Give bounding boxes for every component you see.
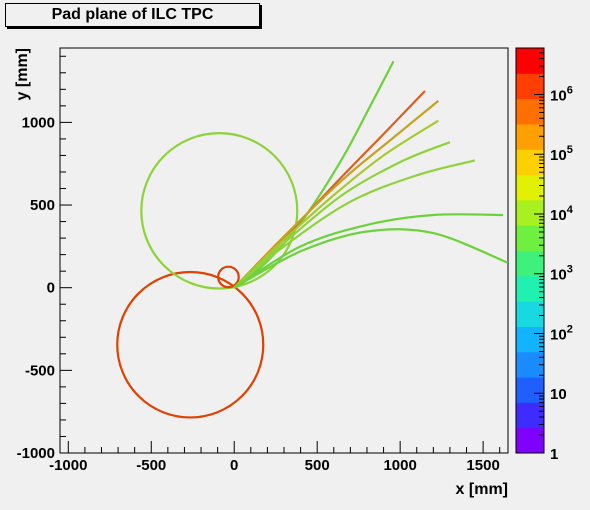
- track-circle-0: [116, 270, 265, 419]
- y-axis-label: y [mm]: [14, 48, 31, 100]
- palette-tick-label: 10: [550, 386, 567, 403]
- chart-title-box: Pad plane of ILC TPC: [5, 3, 260, 27]
- palette-tick-label: 106: [550, 84, 573, 104]
- track-curve-7: [233, 141, 451, 289]
- palette-band: [516, 98, 544, 125]
- x-tick-label: 0: [230, 457, 238, 474]
- palette-band: [516, 250, 544, 277]
- palette-tick-exponent: 2: [567, 323, 573, 335]
- palette-frame: [515, 47, 545, 454]
- palette-tick-exponent: 3: [567, 264, 573, 276]
- track-circle-2: [217, 265, 240, 289]
- palette-tick-label: 103: [550, 264, 573, 284]
- palette-band: [516, 149, 544, 176]
- palette-band: [516, 427, 544, 454]
- y-tick-label: -1000: [17, 445, 55, 462]
- palette-band: [516, 48, 544, 74]
- plot-frame: [59, 47, 509, 454]
- track-curve-6: [233, 119, 439, 289]
- palette-tick-label: 105: [550, 144, 573, 164]
- palette-tick-label: 1: [550, 446, 558, 463]
- palette-band: [516, 123, 544, 150]
- palette-tick-exponent: 5: [567, 144, 573, 156]
- y-tick-label: 500: [30, 197, 55, 214]
- chart-title: Pad plane of ILC TPC: [51, 6, 214, 23]
- palette-tick-label: 102: [550, 323, 573, 343]
- x-tick-label: 500: [305, 457, 330, 474]
- x-axis-label: x [mm]: [456, 481, 508, 498]
- track-curve-5: [233, 100, 439, 289]
- palette-band: [516, 199, 544, 226]
- y-tick-label: 0: [47, 280, 55, 297]
- track-curve-9: [233, 213, 504, 289]
- track-circle-1: [140, 132, 299, 290]
- x-tick-label: -500: [136, 457, 166, 474]
- x-tick-label: -1000: [49, 457, 87, 474]
- palette-tick-exponent: 6: [567, 84, 573, 96]
- palette-band: [516, 73, 544, 100]
- y-tick-label: 1000: [22, 114, 55, 131]
- track-curve-8: [233, 159, 476, 289]
- tracks-layer: [116, 60, 508, 419]
- color-palette: 1 10 102 103 104 105 106: [515, 47, 574, 463]
- axes-layer: -1000 -500 0 500 1000 1500 -1000 -500 0 500 1000: [17, 55, 501, 474]
- x-tick-label: 1500: [466, 457, 499, 474]
- x-tick-label: 1000: [383, 457, 416, 474]
- track-curve-3: [233, 60, 395, 289]
- palette-tick-exponent: 4: [567, 204, 574, 216]
- palette-tick-label: 104: [550, 204, 574, 224]
- y-tick-label: -500: [25, 362, 55, 379]
- track-curve-10: [233, 228, 508, 289]
